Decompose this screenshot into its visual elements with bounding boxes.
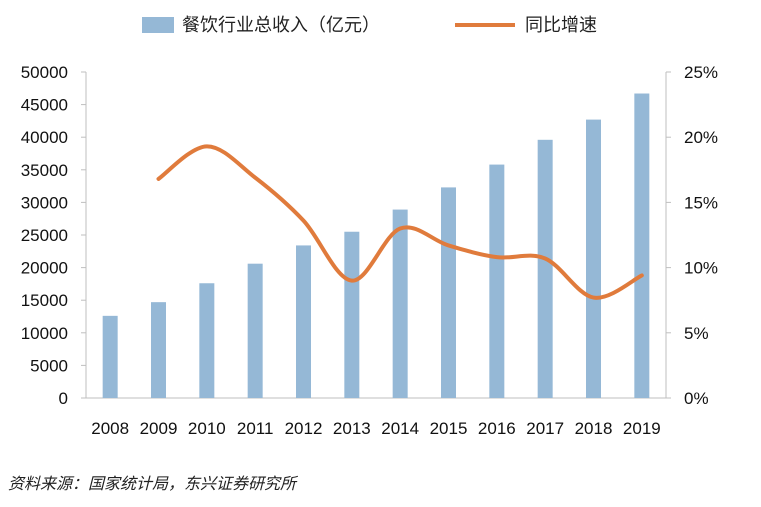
right-tick-label: 25% (684, 63, 718, 82)
left-axis-ticks: 0 5000 10000 15000 20000 25000 30000 35000 40000… (21, 63, 86, 408)
left-tick-label: 35000 (21, 161, 68, 180)
left-tick-label: 0 (59, 389, 68, 408)
right-tick-label: 20% (684, 128, 718, 147)
combo-chart: 餐饮行业总收入（亿元） 同比增速 0 5000 10000 15000 20000 2500… (21, 15, 718, 438)
legend: 餐饮行业总收入（亿元） 同比增速 (142, 15, 597, 36)
x-tick-label: 2014 (381, 419, 419, 438)
legend-bar-swatch (142, 17, 174, 33)
left-tick-label: 15000 (21, 291, 68, 310)
x-tick-label: 2016 (478, 419, 516, 438)
bar (586, 119, 601, 398)
bar (489, 164, 505, 398)
bar (537, 139, 553, 399)
x-tick-label: 2011 (237, 419, 274, 438)
growth-line (156, 144, 644, 300)
line-series (156, 144, 644, 300)
bar-series (102, 93, 650, 399)
bar (199, 283, 215, 398)
x-tick-label: 2008 (91, 419, 129, 438)
x-axis-ticks: 2008 2009 2010 2011 2012 2013 2014 2015 2016 2017… (91, 419, 660, 438)
left-tick-label: 5000 (30, 356, 68, 375)
source-note: 资料来源：国家统计局，东兴证券研究所 (8, 474, 297, 493)
left-tick-label: 40000 (21, 128, 68, 147)
x-tick-label: 2015 (430, 419, 468, 438)
right-tick-label: 15% (684, 193, 718, 212)
left-tick-label: 25000 (21, 226, 68, 245)
x-tick-label: 2010 (188, 419, 226, 438)
x-tick-label: 2019 (623, 419, 661, 438)
axes (85, 72, 667, 399)
bar (392, 209, 408, 398)
left-tick-label: 50000 (21, 63, 68, 82)
bar (296, 245, 311, 398)
legend-bar-label: 餐饮行业总收入（亿元） (182, 15, 380, 36)
right-tick-label: 0% (684, 389, 709, 408)
x-tick-label: 2013 (333, 419, 371, 438)
bar (247, 263, 263, 398)
right-tick-label: 5% (684, 324, 709, 343)
x-tick-label: 2012 (285, 419, 323, 438)
x-tick-label: 2017 (526, 419, 564, 438)
bar (441, 187, 456, 398)
left-tick-label: 30000 (21, 193, 68, 212)
x-tick-label: 2018 (575, 419, 613, 438)
right-axis-ticks: 0% 5% 10% 15% 20% 25% (666, 63, 718, 408)
legend-line-label: 同比增速 (525, 15, 597, 36)
x-tick-label: 2009 (140, 419, 178, 438)
right-tick-label: 10% (684, 259, 718, 278)
left-tick-label: 45000 (21, 96, 68, 115)
bar (344, 231, 360, 398)
bar (102, 315, 118, 398)
bar (634, 93, 650, 399)
bar (151, 302, 166, 398)
left-tick-label: 20000 (21, 259, 68, 278)
left-tick-label: 10000 (21, 324, 68, 343)
